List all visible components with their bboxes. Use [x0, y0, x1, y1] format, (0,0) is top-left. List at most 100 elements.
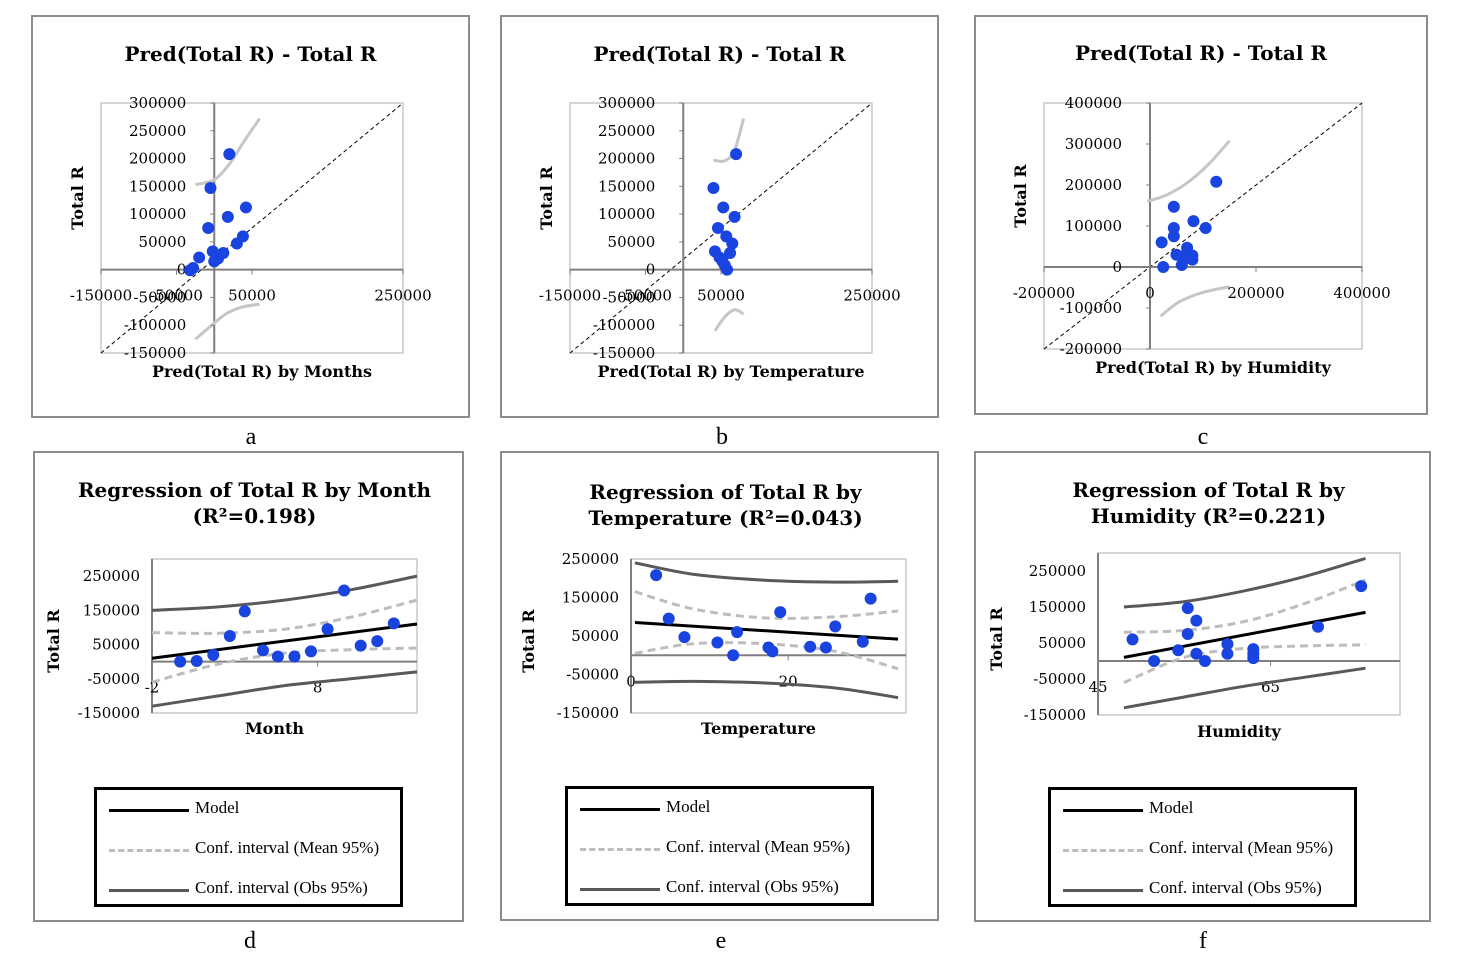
obs-ci-swatch: [109, 889, 189, 892]
y-tick-label: 250000: [1029, 562, 1086, 580]
obs-ci-swatch: [580, 888, 660, 891]
x-tick-label: 0: [1145, 284, 1155, 302]
lower-prediction-curve: [194, 302, 260, 341]
diagonal-line: [100, 102, 404, 354]
plot-area: [100, 102, 404, 354]
data-point: [238, 605, 251, 618]
data-point: [371, 635, 384, 648]
obs-ci-lower: [634, 679, 899, 700]
model-line: [634, 621, 899, 641]
x-tick-label: 50000: [228, 287, 276, 305]
y-tick-label: 200000: [129, 150, 186, 168]
model-line-swatch: [109, 809, 189, 812]
chart-title-f: Regression of Total R by: [1072, 478, 1346, 502]
data-point: [1181, 602, 1194, 615]
x-axis-label-a: Pred(Total R) by Months: [152, 362, 372, 381]
data-point: [804, 640, 817, 653]
legend-obs-row: Conf. interval (Obs 95%): [97, 870, 400, 910]
y-axis-label-c: Total R: [1011, 164, 1030, 228]
data-point: [193, 251, 206, 264]
data-point: [223, 630, 236, 642]
data-point: [271, 650, 284, 663]
caption-d: d: [244, 928, 256, 954]
y-tick-label: 100000: [1065, 217, 1122, 235]
data-point: [1167, 230, 1180, 243]
y-tick-label: -150000: [78, 704, 140, 722]
x-axis-label-c: Pred(Total R) by Humidity: [1095, 358, 1331, 377]
data-point: [774, 606, 787, 619]
mean-ci-swatch: [109, 849, 189, 852]
data-point: [1186, 253, 1199, 266]
plot-area: [1043, 102, 1363, 350]
legend-model-row: Model: [568, 789, 871, 829]
data-point: [256, 644, 269, 657]
data-point: [1157, 261, 1170, 273]
x-tick-label: 50000: [697, 287, 745, 305]
data-point: [208, 255, 221, 268]
chart-title-e: Regression of Total R by: [589, 480, 863, 504]
caption-f: f: [1199, 928, 1207, 954]
upper-prediction-curve: [1146, 139, 1231, 203]
panel-c: Pred(Total R) - Total R 400000 300000 20000…: [974, 15, 1428, 415]
data-point: [864, 592, 877, 605]
data-point: [1187, 215, 1200, 228]
data-point: [650, 569, 663, 582]
x-tick-label: -150000: [70, 287, 132, 305]
data-point: [207, 648, 220, 661]
data-point: [1247, 652, 1260, 665]
data-point: [321, 623, 334, 636]
chart-d: Regression of Total R by Month(R²=0.198)…: [44, 478, 432, 738]
mean-ci-lower: [1123, 643, 1366, 684]
x-axis-label-f: Humidity: [1197, 722, 1281, 741]
legend-obs-row: Conf. interval (Obs 95%): [568, 869, 871, 909]
chart-subtitle-f: Humidity (R²=0.221): [1091, 504, 1326, 528]
data-point: [819, 641, 832, 654]
data-point: [190, 654, 203, 667]
x-tick-label: 250000: [374, 287, 431, 305]
data-point: [204, 182, 217, 194]
legend-model-row: Model: [1051, 790, 1354, 830]
data-point: [856, 635, 869, 648]
data-point: [724, 247, 737, 259]
x-tick-label: 200000: [1227, 284, 1284, 302]
chart-subtitle-d: (R²=0.198): [193, 504, 317, 528]
legend-obs-label: Conf. interval (Obs 95%): [666, 877, 839, 896]
data-point: [223, 148, 236, 161]
data-point: [1155, 236, 1168, 249]
y-tick-label: -100000: [124, 316, 186, 334]
model-line-swatch: [1063, 809, 1143, 812]
y-axis-label-b: Total R: [537, 166, 556, 230]
chart-b: Pred(Total R) - Total R 300000 250000 20000…: [537, 42, 901, 381]
y-tick-label: 200000: [598, 150, 655, 168]
chart-subtitle-e: Temperature (R²=0.043): [588, 506, 862, 530]
x-tick-label: 250000: [843, 287, 900, 305]
y-tick-label: -150000: [1024, 706, 1086, 724]
data-point: [1167, 222, 1180, 235]
y-tick-label: 250000: [562, 550, 619, 568]
x-tick-label: -50000: [619, 287, 672, 305]
legend-mean-label: Conf. interval (Mean 95%): [195, 838, 380, 857]
x-axis-label-e: Temperature: [701, 719, 816, 738]
data-point: [305, 645, 317, 658]
obs-ci-upper: [1123, 556, 1366, 609]
data-point: [1221, 647, 1234, 660]
data-point: [1148, 655, 1161, 667]
y-tick-label: -200000: [1060, 340, 1122, 358]
data-point: [1190, 647, 1203, 660]
legend-mean-label: Conf. interval (Mean 95%): [1149, 838, 1334, 857]
data-point: [230, 237, 243, 250]
data-point: [239, 201, 252, 214]
data-point: [1312, 620, 1325, 633]
data-point: [1199, 222, 1212, 235]
obs-ci-swatch: [1063, 889, 1143, 892]
model-line-swatch: [580, 808, 660, 811]
data-point: [1175, 258, 1188, 271]
mean-ci-upper: [1123, 578, 1367, 634]
data-point: [678, 631, 691, 644]
y-tick-label: 200000: [1065, 176, 1122, 194]
x-axis-label-d: Month: [245, 719, 304, 738]
y-tick-label: -50000: [1033, 670, 1086, 688]
y-tick-label: 300000: [1065, 135, 1122, 153]
